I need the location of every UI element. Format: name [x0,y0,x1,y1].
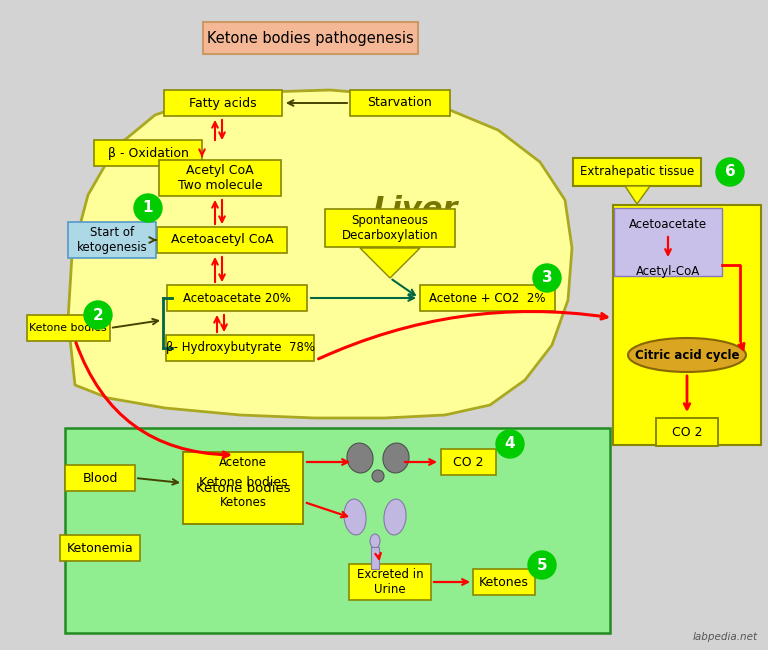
Text: Ketone bodies: Ketone bodies [199,476,287,489]
Ellipse shape [370,534,380,548]
FancyBboxPatch shape [613,205,761,445]
FancyBboxPatch shape [60,535,140,561]
Text: 4: 4 [505,437,515,452]
FancyBboxPatch shape [68,222,156,258]
Text: Citric acid cycle: Citric acid cycle [634,348,740,361]
Text: Ketone bodies: Ketone bodies [29,323,107,333]
Text: Acetoacetyl CoA: Acetoacetyl CoA [170,233,273,246]
FancyBboxPatch shape [473,569,535,595]
Text: Excreted in
Urine: Excreted in Urine [356,568,423,596]
FancyBboxPatch shape [65,465,135,491]
Text: Acetyl-CoA: Acetyl-CoA [636,265,700,278]
Ellipse shape [383,443,409,473]
Circle shape [496,430,524,458]
Text: Blood: Blood [82,471,118,484]
Ellipse shape [384,499,406,535]
FancyBboxPatch shape [94,140,202,166]
Text: 5: 5 [537,558,548,573]
Ellipse shape [347,443,373,473]
FancyBboxPatch shape [157,227,287,253]
Text: Starvation: Starvation [368,96,432,109]
FancyBboxPatch shape [164,90,282,116]
Ellipse shape [628,338,746,372]
Text: 1: 1 [143,200,154,216]
Circle shape [528,551,556,579]
Text: CO 2: CO 2 [453,456,483,469]
FancyBboxPatch shape [159,160,281,196]
FancyBboxPatch shape [325,209,455,247]
FancyBboxPatch shape [166,335,314,361]
FancyBboxPatch shape [656,418,718,446]
Text: CO 2: CO 2 [672,426,702,439]
FancyBboxPatch shape [27,315,110,341]
Text: β - Oxidation: β - Oxidation [108,146,188,159]
Text: Ketones: Ketones [479,575,529,588]
FancyBboxPatch shape [203,22,418,54]
Text: Liver: Liver [372,196,458,224]
Polygon shape [360,248,420,278]
Text: Start of
ketogenesis: Start of ketogenesis [77,226,147,254]
Text: Extrahepatic tissue: Extrahepatic tissue [580,166,694,179]
Text: 3: 3 [541,270,552,285]
Text: Acetyl CoA
Two molecule: Acetyl CoA Two molecule [177,164,263,192]
FancyBboxPatch shape [65,428,610,633]
FancyBboxPatch shape [573,158,701,186]
Text: Fatty acids: Fatty acids [189,96,257,109]
Polygon shape [625,186,650,204]
Circle shape [533,264,561,292]
Circle shape [134,194,162,222]
FancyBboxPatch shape [167,285,307,311]
Text: Ketones: Ketones [220,495,266,508]
FancyBboxPatch shape [350,90,450,116]
Circle shape [84,301,112,329]
Text: Acetone + CO2  2%: Acetone + CO2 2% [429,291,545,304]
Text: β- Hydroxybutyrate  78%: β- Hydroxybutyrate 78% [165,341,315,354]
Text: 2: 2 [93,307,104,322]
Text: Ketone bodies: Ketone bodies [196,482,290,495]
FancyBboxPatch shape [614,208,722,276]
FancyBboxPatch shape [441,449,495,475]
Polygon shape [68,90,572,418]
Ellipse shape [372,470,384,482]
FancyBboxPatch shape [349,564,431,600]
FancyBboxPatch shape [371,547,379,569]
Text: Acetoacetate 20%: Acetoacetate 20% [183,291,291,304]
Circle shape [716,158,744,186]
Text: Acetoacetate: Acetoacetate [629,218,707,231]
Text: Acetone: Acetone [219,456,267,469]
Text: 6: 6 [725,164,736,179]
Text: Ketone bodies pathogenesis: Ketone bodies pathogenesis [207,31,413,46]
Ellipse shape [344,499,366,535]
FancyBboxPatch shape [183,452,303,524]
Text: Spontaneous
Decarboxylation: Spontaneous Decarboxylation [342,214,439,242]
Text: labpedia.net: labpedia.net [693,632,758,642]
FancyBboxPatch shape [419,285,554,311]
Text: Ketonemia: Ketonemia [67,541,134,554]
